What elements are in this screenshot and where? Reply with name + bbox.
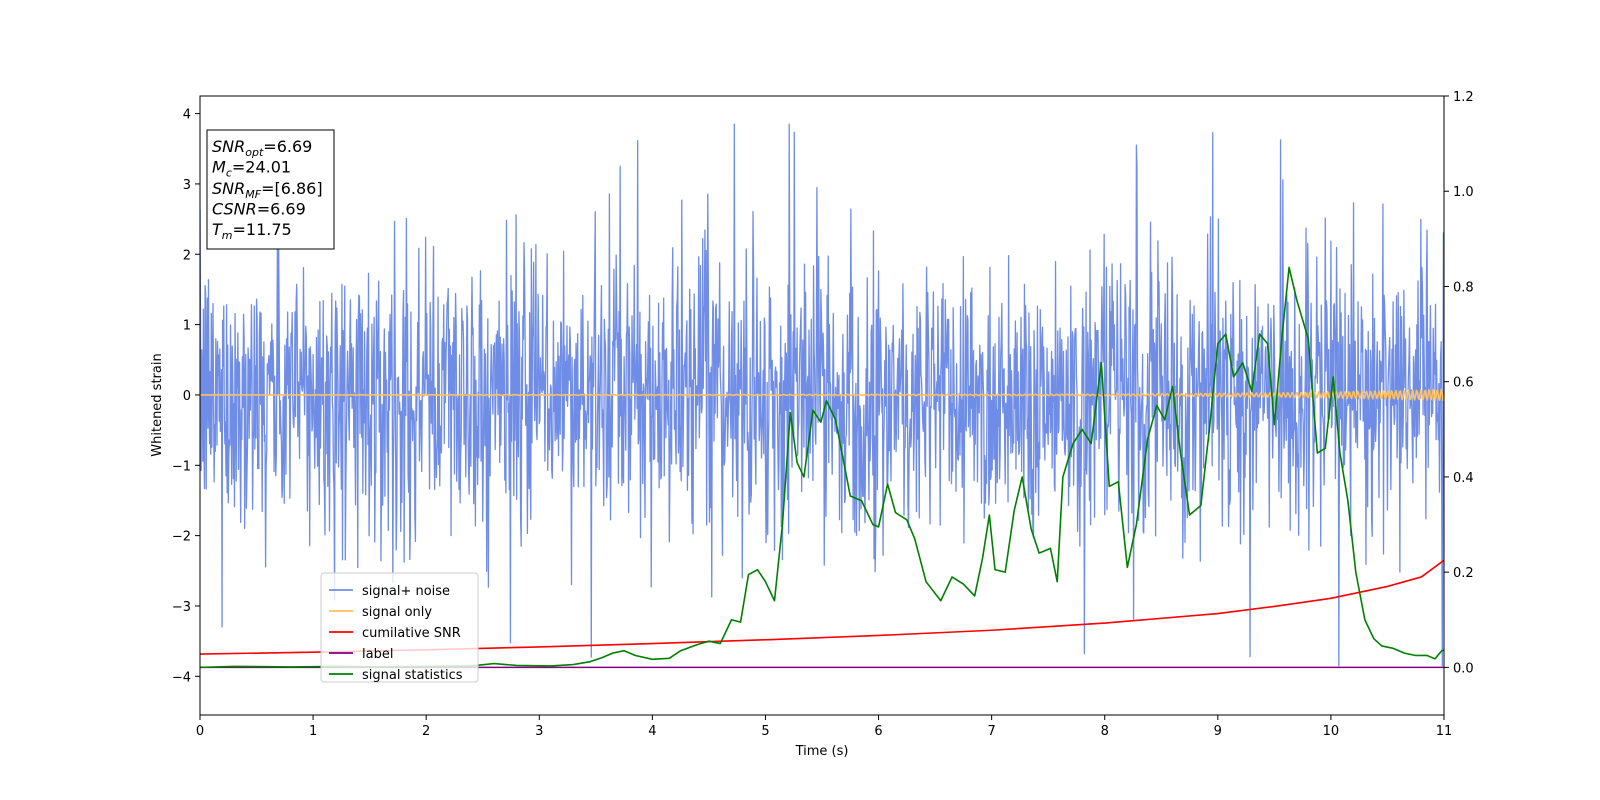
- legend-frame: [320, 572, 479, 683]
- x-tick-label: 10: [1323, 724, 1340, 739]
- x-tick-label: 6: [874, 724, 882, 739]
- y-tick-label: 2: [183, 248, 191, 263]
- x-tick-label: 1: [309, 724, 317, 739]
- y-tick-label: 3: [183, 178, 191, 193]
- annotation-line: SNRMF=[6.86]: [212, 179, 323, 201]
- x-axis: 0 1 2 3 4 5 6 7 8 9 10 11: [196, 715, 1452, 739]
- annotation-line: Tm=11.75: [212, 220, 292, 242]
- legend-label-signal-statistics: signal statistics: [362, 668, 463, 683]
- y-axis-right: 0.0 0.2 0.4 0.6 0.8 1.0 1.2: [1444, 90, 1474, 676]
- y2-tick-label: 1.2: [1453, 90, 1474, 105]
- annotation-line: SNRopt=6.69: [212, 137, 312, 159]
- y-tick-label: −1: [172, 459, 191, 474]
- y2-tick-label: 0.0: [1453, 661, 1474, 676]
- series-line-signal-only: [200, 388, 1444, 402]
- x-tick-label: 7: [987, 724, 995, 739]
- x-tick-label: 9: [1214, 724, 1222, 739]
- y-tick-label: −4: [172, 670, 191, 685]
- plot-frame: [199, 95, 1445, 716]
- y-tick-label: 1: [183, 319, 191, 334]
- legend-label-signal-noise: signal+ noise: [362, 584, 450, 599]
- y2-tick-label: 0.8: [1453, 280, 1474, 295]
- x-tick-label: 0: [196, 724, 204, 739]
- y-tick-label: −3: [172, 600, 191, 615]
- legend: signal+ noise signal only cumilative SNR la…: [320, 572, 479, 683]
- series-line-signal-noise: [200, 123, 1444, 667]
- y2-tick-label: 0.2: [1453, 566, 1474, 581]
- y-tick-label: 4: [183, 108, 191, 123]
- x-tick-label: 3: [535, 724, 543, 739]
- annotation-line: Mc=24.01: [212, 158, 291, 180]
- y2-tick-label: 0.6: [1453, 376, 1474, 391]
- y-tick-label: 0: [183, 389, 191, 404]
- x-tick-label: 8: [1101, 724, 1109, 739]
- legend-label-label: label: [362, 647, 393, 662]
- y-axis-label: Whitened strain: [150, 353, 165, 456]
- y2-tick-label: 0.4: [1453, 471, 1474, 486]
- y-axis-left: −4 −3 −2 −1 0 1 2 3 4: [172, 108, 200, 685]
- x-tick-label: 5: [761, 724, 769, 739]
- annotation-frame: [206, 129, 335, 250]
- y2-tick-label: 1.0: [1453, 185, 1474, 200]
- x-tick-label: 2: [422, 724, 430, 739]
- x-axis-label: Time (s): [795, 744, 849, 759]
- x-tick-label: 4: [648, 724, 656, 739]
- legend-label-cumilative-snr: cumilative SNR: [362, 626, 461, 641]
- x-tick-label: 11: [1436, 724, 1453, 739]
- y-tick-label: −2: [172, 530, 191, 545]
- annotation-line: CSNR=6.69: [212, 200, 306, 219]
- series-line-signal-statistics: [200, 266, 1444, 669]
- legend-label-signal-only: signal only: [362, 605, 432, 620]
- stats-annotation: SNRopt=6.69Mc=24.01SNRMF=[6.86]CSNR=6.69…: [206, 129, 335, 250]
